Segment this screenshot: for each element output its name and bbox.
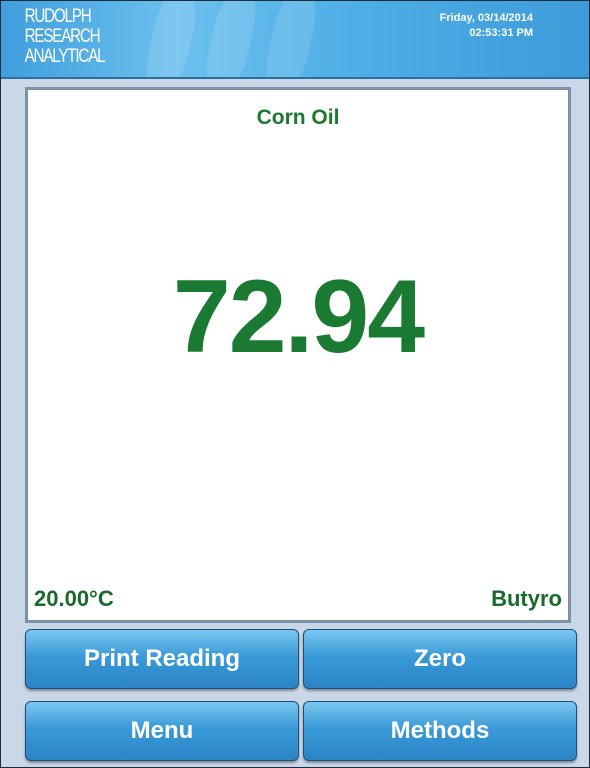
methods-button[interactable]: Methods	[303, 701, 577, 761]
time: 02:53:31 PM	[469, 27, 533, 39]
logo: RUDOLPH RESEARCH ANALYTICAL	[15, 6, 106, 67]
decor	[200, 1, 262, 77]
print-button[interactable]: Print Reading	[25, 629, 299, 689]
datetime: Friday, 03/14/2014 02:53:31 PM	[440, 11, 533, 41]
date: Friday, 03/14/2014	[439, 12, 533, 24]
temperature: 20.00°C	[34, 586, 114, 611]
scale: Butyro	[491, 586, 562, 611]
header: RUDOLPH RESEARCH ANALYTICAL Friday, 03/1…	[1, 1, 589, 79]
reading-value: 72.94	[172, 259, 425, 375]
zero-button[interactable]: Zero	[303, 629, 577, 689]
logo-line: ANALYTICAL	[24, 46, 106, 67]
method-name: Corn Oil	[256, 106, 340, 129]
menu-button[interactable]: Menu	[25, 701, 299, 761]
logo-line: RUDOLPH	[24, 6, 92, 27]
logo-line: RESEARCH	[24, 26, 101, 47]
decor	[260, 1, 322, 77]
reading-panel: Corn Oil 72.94 20.00°C Butyro	[25, 87, 571, 623]
decor	[140, 1, 202, 77]
